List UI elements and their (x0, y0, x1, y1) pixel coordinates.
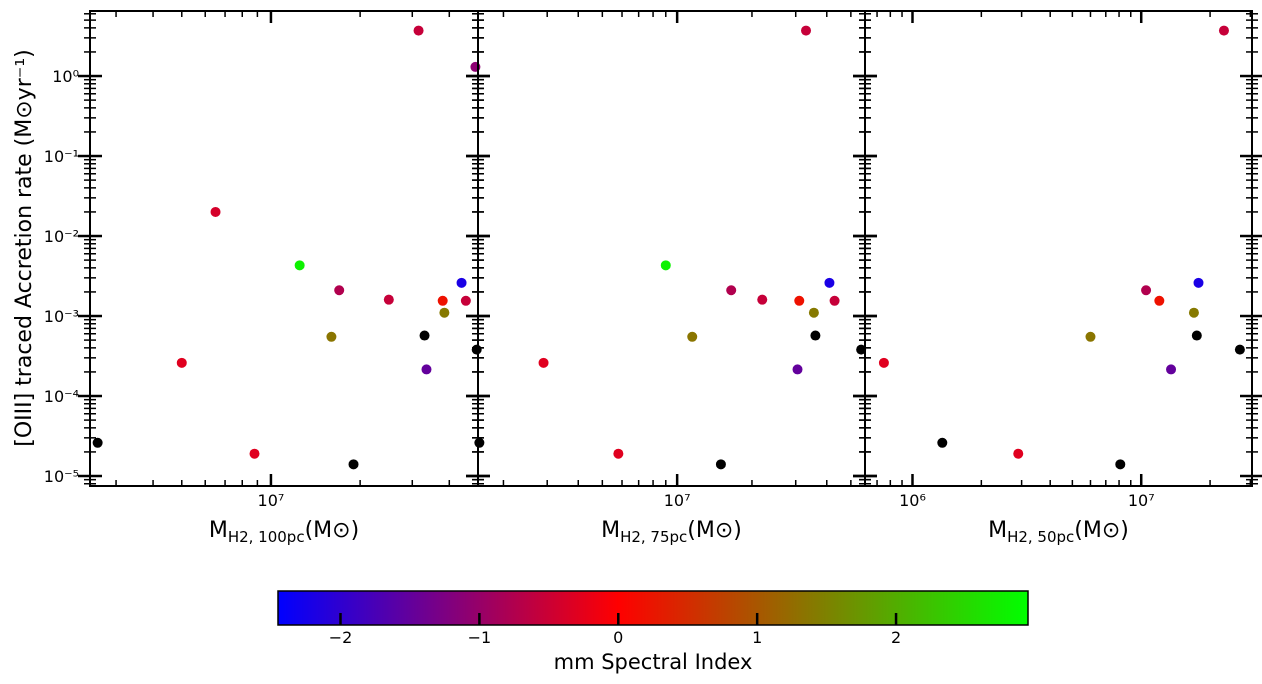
scatter-point (808, 307, 819, 318)
scatter-point (437, 295, 448, 306)
colorbar-tick-label: 2 (891, 628, 901, 647)
scatter-point (334, 285, 345, 296)
scatter-point (792, 364, 803, 375)
y-axis-label: [OIII] traced Accretion rate (M⊙yr⁻¹) (12, 49, 37, 447)
scatter-point (439, 307, 450, 318)
x-axis-label-unit: (M⊙) (687, 518, 742, 543)
scatter-point (1234, 344, 1245, 355)
scatter-point (1115, 459, 1126, 470)
plot-frame (864, 10, 1253, 487)
scatter-point (419, 330, 430, 341)
colorbar-label: mm Spectral Index (554, 650, 753, 674)
scatter-point (456, 277, 467, 288)
x-tick-label: 10⁷ (258, 491, 285, 510)
y-tick-label: 10⁻³ (44, 307, 79, 326)
scatter-point (824, 277, 835, 288)
panel-mh2-100pc: 10⁻⁵ 10⁻⁴ 10⁻³ 10⁻² 10⁻¹ 10⁰ 10⁷ MH2, 100pc(M⊙) (44, 10, 490, 546)
y-tick-label: 10⁰ (52, 67, 79, 86)
plot-frame (89, 10, 479, 487)
x-axis-label-unit: (M⊙) (305, 518, 360, 543)
scatter-point (878, 357, 889, 368)
colorbar-tick-label: 1 (752, 628, 762, 647)
scatter-point (294, 260, 305, 271)
scatter-point (1218, 25, 1229, 36)
colorbar-bar (277, 590, 1029, 626)
x-axis-label-subscript: H2, 100pc (228, 528, 305, 546)
x-axis-label-main: M (988, 518, 1007, 543)
scatter-point (613, 448, 624, 459)
x-axis-label-subscript: H2, 50pc (1007, 528, 1074, 546)
x-axis-label-main: M (209, 518, 228, 543)
colorbar-tick-label: 0 (613, 628, 623, 647)
scatter-point (794, 295, 805, 306)
x-axis-label: MH2, 50pc(M⊙) (988, 518, 1129, 546)
scatter-point (348, 459, 359, 470)
scatter-point (460, 295, 471, 306)
scatter-point (1188, 307, 1199, 318)
scatter-point (474, 437, 485, 448)
scatter-point (1141, 285, 1152, 296)
colorbar-ticks: −2 −1 0 1 2 (329, 613, 901, 647)
x-axis-label: MH2, 100pc(M⊙) (209, 518, 359, 546)
scatter-point (687, 331, 698, 342)
plot-frame (477, 10, 866, 487)
colorbar: −2 −1 0 1 2 mm Spectral Index (277, 590, 1029, 674)
scatter-point (810, 330, 821, 341)
scatter-point (413, 25, 424, 36)
scatter-point (210, 206, 221, 217)
scatter-point (1193, 277, 1204, 288)
scatter-point (249, 448, 260, 459)
scatter-point (538, 357, 549, 368)
scatter-point (1013, 448, 1024, 459)
scatter-point (421, 364, 432, 375)
scatter-point (176, 357, 187, 368)
x-axis-label-main: M (601, 518, 620, 543)
x-axis-label-subscript: H2, 75pc (620, 528, 687, 546)
x-tick-label: 10⁶ (899, 491, 926, 510)
scatter-point (1191, 330, 1202, 341)
y-tick-label: 10⁻⁴ (44, 387, 79, 406)
y-tick-label: 10⁻² (44, 227, 79, 246)
x-tick-label: 10⁷ (664, 491, 691, 510)
scatter-point (660, 260, 671, 271)
scatter-point (726, 285, 737, 296)
x-axis-label-unit: (M⊙) (1074, 518, 1129, 543)
panel-mh2-75pc: 10⁷ MH2, 75pc(M⊙) (466, 10, 877, 546)
y-tick-label: 10⁻⁵ (44, 467, 79, 486)
scatter-point (92, 437, 103, 448)
scatter-point (757, 294, 768, 305)
colorbar-tick-label: −1 (468, 628, 492, 647)
scatter-point (1085, 331, 1096, 342)
scatter-point (1154, 295, 1165, 306)
scatter-point (1166, 364, 1177, 375)
panel-mh2-50pc: 10⁶ 10⁷ MH2, 50pc(M⊙) (853, 10, 1262, 546)
scatter-point (829, 295, 840, 306)
colorbar-tick-label: −2 (329, 628, 353, 647)
y-tick-label: 10⁻¹ (44, 147, 79, 166)
scatter-point (715, 459, 726, 470)
scatter-point (471, 344, 482, 355)
x-axis-label: MH2, 75pc(M⊙) (601, 518, 742, 546)
scatter-point (383, 294, 394, 305)
scatter-point (326, 331, 337, 342)
scatter-point (937, 437, 948, 448)
scatter-point (801, 25, 812, 36)
x-tick-label: 10⁷ (1128, 491, 1155, 510)
